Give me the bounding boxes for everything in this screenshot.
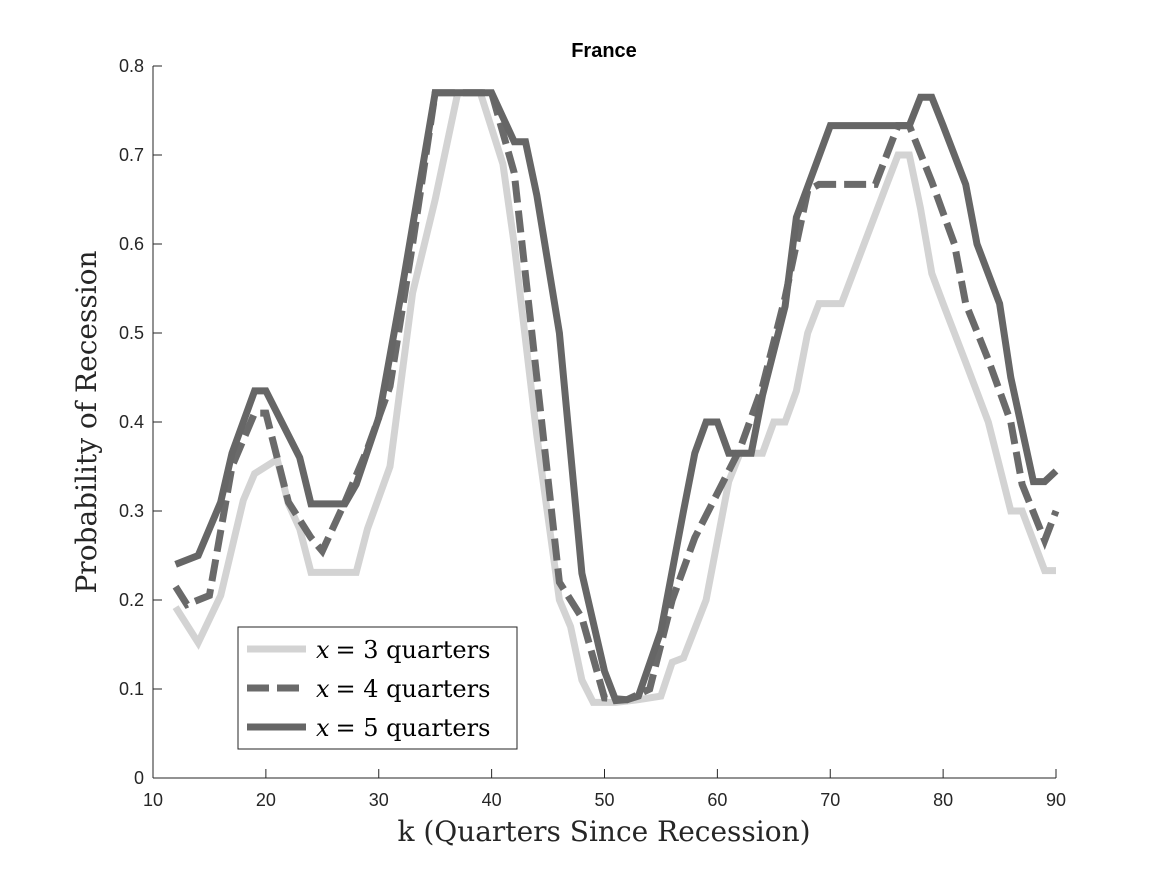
x-tick-label: 90 (1046, 790, 1066, 810)
x-tick-label: 50 (594, 790, 614, 810)
x-tick-label: 10 (143, 790, 163, 810)
y-axis-label: Probability of Recession (70, 250, 103, 593)
y-tick-label: 0.3 (119, 501, 144, 521)
y-tick-label: 0.6 (119, 234, 144, 254)
x-tick-label: 70 (820, 790, 840, 810)
series-line-3 (174, 89, 1059, 705)
x-axis-label: k (Quarters Since Recession) (397, 815, 810, 848)
legend-label-1: x = 3 quarters (316, 636, 490, 664)
x-tick-label: 40 (482, 790, 502, 810)
x-tick-label: 80 (933, 790, 953, 810)
y-tick-label: 0.5 (119, 323, 144, 343)
x-tick-label: 60 (707, 790, 727, 810)
x-tick-label: 20 (256, 790, 276, 810)
y-tick-label: 0.8 (119, 56, 144, 76)
y-tick-label: 0.7 (119, 145, 144, 165)
legend-label-3: x = 5 quarters (316, 714, 490, 742)
series-line-2 (172, 89, 1060, 704)
x-tick-label: 30 (369, 790, 389, 810)
y-tick-label: 0.4 (119, 412, 144, 432)
axes: 10 20 30 40 50 60 70 80 90 0 0.1 0.2 0.3 0.4 0.5 0.6 0.7… (119, 56, 1066, 810)
plot-lines (172, 89, 1060, 706)
legend: x = 3 quarters x = 4 quarters x = 5 quarters (237, 626, 518, 750)
y-tick-label: 0 (134, 768, 144, 788)
y-tick-label: 0.2 (119, 590, 144, 610)
series-line-1 (172, 89, 1056, 706)
legend-label-2: x = 4 quarters (316, 675, 490, 703)
y-tick-label: 0.1 (119, 679, 144, 699)
chart-title: France (571, 40, 637, 62)
